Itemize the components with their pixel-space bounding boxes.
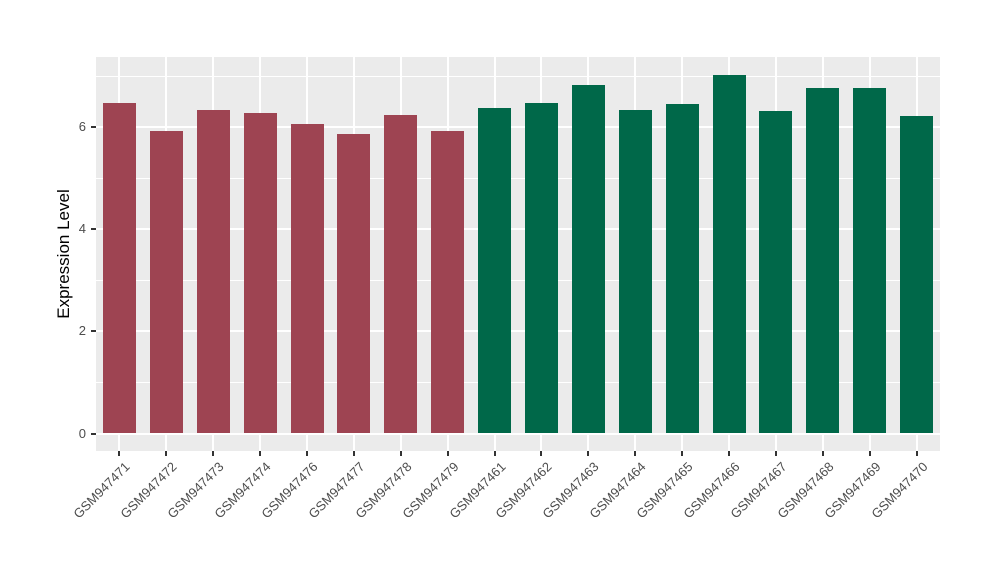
h-gridline-major-0: [96, 432, 940, 435]
x-tick-mark-GSM947478: [399, 451, 402, 456]
x-tick-mark-GSM947468: [821, 451, 824, 456]
x-tick-mark-GSM947473: [212, 451, 215, 456]
h-gridline-minor-1: [96, 381, 940, 383]
bar-GSM947470: [900, 115, 934, 434]
x-tick-mark-GSM947467: [774, 451, 777, 456]
x-tick-mark-GSM947471: [118, 451, 121, 456]
x-tick-mark-GSM947462: [540, 451, 543, 456]
plot-panel: [96, 57, 940, 451]
y-tick-mark-0: [91, 432, 96, 435]
bar-GSM947461: [478, 107, 512, 434]
y-tick-mark-2: [91, 330, 96, 333]
bar-GSM947476: [290, 124, 324, 434]
bar-GSM947479: [431, 131, 465, 434]
bar-GSM947463: [571, 85, 605, 434]
bar-GSM947468: [806, 87, 840, 434]
x-tick-mark-GSM947479: [446, 451, 449, 456]
bar-GSM947474: [243, 113, 277, 434]
y-tick-label-4: 4: [78, 221, 86, 237]
h-gridline-major-6: [96, 126, 940, 129]
y-tick-label-2: 2: [78, 323, 86, 339]
bar-GSM947465: [665, 104, 699, 434]
y-axis-title-text: Expression Level: [54, 189, 73, 319]
h-gridline-minor-7: [96, 75, 940, 77]
x-tick-mark-GSM947472: [165, 451, 168, 456]
x-tick-mark-GSM947470: [915, 451, 918, 456]
x-tick-mark-GSM947469: [868, 451, 871, 456]
bar-GSM947469: [853, 87, 887, 434]
h-gridline-major-2: [96, 330, 940, 333]
y-tick-mark-4: [91, 228, 96, 231]
bar-GSM947466: [712, 75, 746, 434]
bar-GSM947471: [102, 102, 136, 434]
x-tick-mark-GSM947474: [259, 451, 262, 456]
x-tick-mark-GSM947476: [306, 451, 308, 456]
x-tick-mark-GSM947461: [493, 451, 496, 456]
h-gridline-minor-3: [96, 279, 940, 281]
bar-GSM947478: [384, 115, 418, 434]
bar-GSM947462: [524, 103, 558, 434]
bar-GSM947473: [196, 109, 230, 434]
y-tick-label-0: 0: [78, 425, 86, 441]
bar-GSM947464: [618, 110, 652, 434]
bar-GSM947472: [149, 131, 183, 434]
x-tick-mark-GSM947465: [681, 451, 684, 456]
h-gridline-minor-5: [96, 177, 940, 179]
x-tick-mark-GSM947477: [352, 451, 355, 456]
y-tick-label-6: 6: [78, 119, 86, 135]
x-tick-mark-GSM947463: [587, 451, 590, 456]
x-tick-mark-GSM947464: [634, 451, 637, 456]
bar-GSM947477: [337, 134, 371, 434]
bar-GSM947467: [759, 111, 793, 434]
x-tick-mark-GSM947466: [728, 451, 730, 456]
y-tick-mark-6: [91, 126, 96, 129]
h-gridline-major-4: [96, 228, 940, 231]
